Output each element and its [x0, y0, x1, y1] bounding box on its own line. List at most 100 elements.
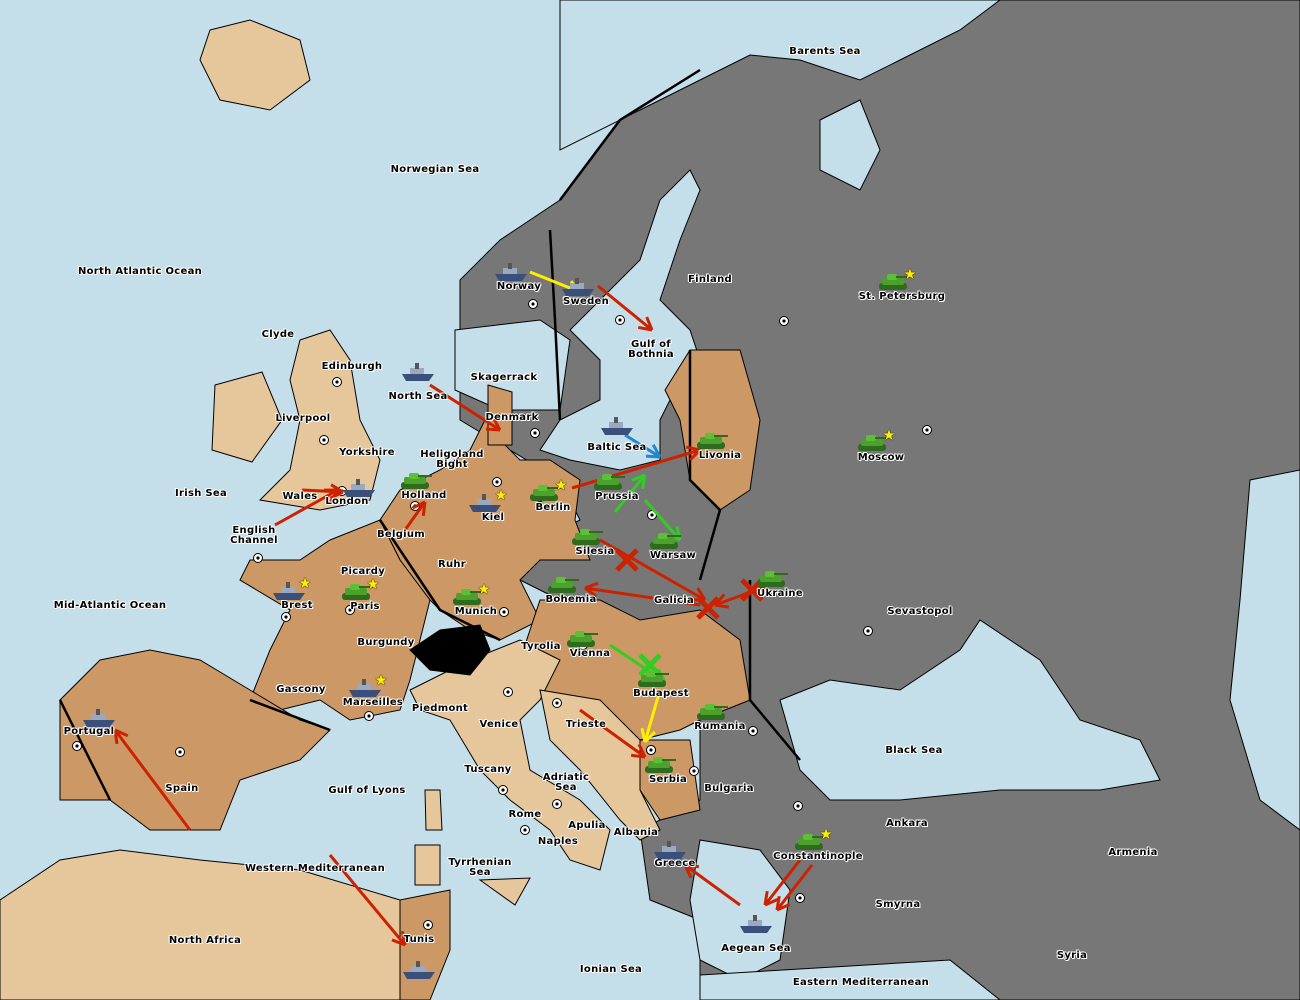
fleet-unit-ship-icon[interactable]: [272, 581, 306, 601]
province-label: Vienna: [569, 648, 611, 659]
province-label: Munich: [454, 606, 498, 617]
arctic-sea[interactable]: [559, 0, 1001, 151]
power-border: [559, 68, 701, 201]
order-arrow: [403, 501, 427, 531]
order-arrow: [775, 864, 814, 911]
arrow-head: [640, 728, 647, 743]
army-unit-tank-icon[interactable]: [340, 582, 374, 602]
supply-center-icon: [795, 893, 805, 903]
army-unit-tank-icon[interactable]: [451, 587, 485, 607]
tunis[interactable]: [399, 889, 451, 1000]
province-label: Belgium: [376, 529, 426, 540]
army-unit-tank-icon[interactable]: [695, 431, 729, 451]
arrow-head: [630, 753, 646, 759]
fleet-unit-ship-icon[interactable]: [402, 960, 436, 980]
fleet-unit-ship-icon[interactable]: [401, 362, 435, 382]
army-unit-tank-icon[interactable]: [570, 527, 604, 547]
province-label: North Sea: [388, 391, 448, 402]
britain[interactable]: [258, 329, 381, 511]
army-unit-tank-icon[interactable]: [793, 832, 827, 852]
east-med-sea[interactable]: [699, 959, 1001, 1000]
province-label: Bohemia: [545, 594, 597, 605]
province-label: Tyrrhenian Sea: [448, 857, 512, 878]
iceland[interactable]: [199, 19, 311, 111]
arrow-head: [637, 325, 653, 332]
army-unit-tank-icon[interactable]: [856, 433, 890, 453]
fleet-unit-ship-icon[interactable]: [468, 493, 502, 513]
black-sea[interactable]: [779, 619, 1161, 801]
province-label: Portugal: [63, 726, 115, 737]
province-label: Ankara: [886, 818, 928, 829]
fleet-unit-ship-icon[interactable]: [653, 840, 687, 860]
army-unit-tank-icon[interactable]: [643, 755, 677, 775]
arrow-head: [776, 903, 791, 912]
province-label: Adriatic Sea: [542, 772, 590, 793]
fleet-unit-ship-icon[interactable]: [561, 277, 595, 297]
white-sea[interactable]: [819, 99, 881, 191]
supply-center-icon: [793, 801, 803, 811]
supply-center-icon: [72, 741, 82, 751]
province-label: Western Mediterranean: [244, 863, 386, 874]
supply-center-icon: [646, 745, 656, 755]
province-label: Aegean Sea: [721, 943, 791, 954]
army-unit-tank-icon[interactable]: [648, 531, 682, 551]
aegean-sea[interactable]: [689, 839, 791, 981]
sicily[interactable]: [478, 877, 531, 906]
france[interactable]: [239, 519, 431, 721]
army-unit-tank-icon[interactable]: [528, 483, 562, 503]
corsica[interactable]: [424, 789, 443, 831]
supply-center-icon: [520, 825, 530, 835]
caspian-sea[interactable]: [1229, 469, 1300, 831]
sardinia[interactable]: [414, 844, 441, 886]
fleet-unit-ship-icon[interactable]: [739, 914, 773, 934]
arrow-head: [330, 483, 344, 494]
supply-center-icon: [423, 920, 433, 930]
province-label: Constantinople: [773, 851, 863, 862]
star-icon: ★: [477, 580, 491, 598]
supply-center-icon: [345, 605, 355, 615]
army-unit-tank-icon[interactable]: [755, 569, 789, 589]
province-label: Gascony: [276, 684, 326, 695]
italy[interactable]: [409, 639, 611, 871]
arrow-head: [764, 898, 779, 907]
fleet-unit-ship-icon[interactable]: [600, 416, 634, 436]
army-unit-tank-icon[interactable]: [546, 575, 580, 595]
province-label: Piedmont: [411, 703, 469, 714]
province-label: Berlin: [535, 502, 571, 513]
star-icon: ★: [554, 476, 568, 494]
province-label: Skagerrack: [470, 372, 538, 383]
power-border: [249, 698, 331, 732]
supply-center-icon: [528, 299, 538, 309]
order-arrow: [624, 433, 661, 459]
order-arrow: [328, 854, 407, 946]
arrow-head: [684, 863, 700, 869]
star-icon: ★: [882, 426, 896, 444]
fleet-unit-ship-icon[interactable]: [82, 708, 116, 728]
supply-center-icon: [498, 785, 508, 795]
province-label: Serbia: [648, 774, 688, 785]
army-unit-tank-icon[interactable]: [695, 702, 729, 722]
star-icon: ★: [366, 575, 380, 593]
army-unit-tank-icon[interactable]: [877, 272, 911, 292]
army-unit-tank-icon[interactable]: [399, 471, 433, 491]
province-label: Silesia: [575, 546, 615, 557]
switzerland[interactable]: [409, 624, 491, 676]
fleet-unit-ship-icon[interactable]: [348, 678, 382, 698]
north-africa[interactable]: [0, 849, 401, 1000]
fleet-unit-ship-icon[interactable]: [342, 478, 376, 498]
failed-order-x-icon: [615, 548, 639, 572]
balkans-west[interactable]: [539, 689, 661, 841]
ireland[interactable]: [211, 371, 283, 463]
arrow-head: [421, 501, 427, 517]
arrow-head: [114, 728, 129, 738]
army-unit-tank-icon[interactable]: [565, 629, 599, 649]
province-label: Sweden: [562, 296, 610, 307]
iberia[interactable]: [59, 649, 331, 831]
arrow-head: [763, 890, 769, 906]
arrow-head: [689, 448, 702, 461]
army-unit-tank-icon[interactable]: [636, 669, 670, 689]
province-label: Mid-Atlantic Ocean: [53, 600, 167, 611]
fleet-unit-ship-icon[interactable]: [494, 262, 528, 282]
army-unit-tank-icon[interactable]: [592, 472, 626, 492]
